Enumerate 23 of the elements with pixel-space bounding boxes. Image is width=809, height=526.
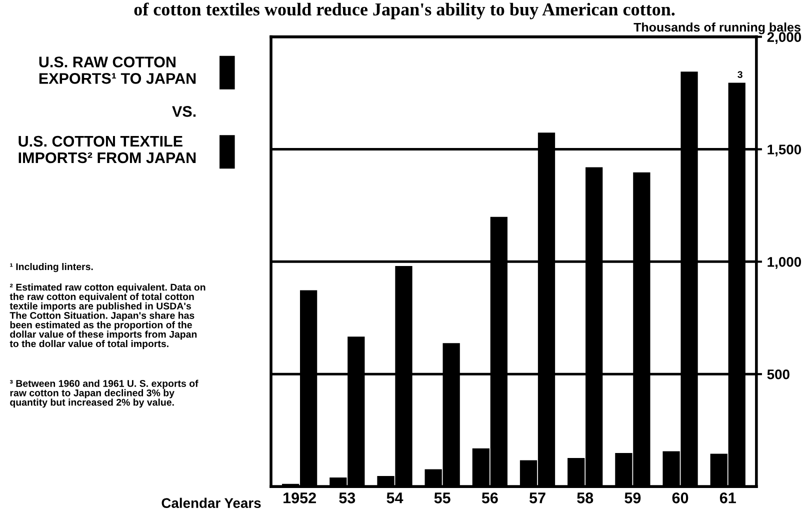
text: ¹ Including linters. xyxy=(10,263,93,272)
text: ³ Between 1960 and 1961 U. S. exports of raw cotton to Japan declined 3% by quantity but increased 2% by value. xyxy=(10,380,198,408)
y-tick-label: 2,000 xyxy=(767,32,802,44)
x-tick-label: 57 xyxy=(529,492,546,504)
x-tick-label: 60 xyxy=(672,492,688,504)
text: ² Estimated raw cotton equivalent. Data on the raw cotton equivalent of total cotton textile imports are published in USDA's The Cotton Situation. Japan's share has been estimated as the proportion of the dollar value of these imports from Japan to the dollar value of total imports. xyxy=(10,284,206,350)
x-axis-title: Calendar Years xyxy=(162,498,261,508)
x-tick-label: 53 xyxy=(339,492,356,504)
legend-label: U.S. RAW COTTON EXPORTS¹ TO JAPAN xyxy=(39,56,196,84)
legend-label: U.S. COTTON TEXTILE IMPORTS² FROM JAPAN xyxy=(18,136,196,164)
x-tick-label: 54 xyxy=(386,492,404,504)
text: VS. xyxy=(172,106,196,117)
annotation: 3 xyxy=(738,71,742,78)
x-tick-label: 1952 xyxy=(284,492,316,504)
x-tick-label: 55 xyxy=(434,492,450,504)
y-tick-label: 500 xyxy=(767,369,790,380)
x-tick-label: 56 xyxy=(482,492,498,504)
x-tick-label: 59 xyxy=(624,492,641,504)
x-tick-label: 58 xyxy=(577,492,594,504)
x-tick-label: 61 xyxy=(720,492,736,504)
y-tick-label: 1,500 xyxy=(768,144,802,156)
y-tick-label: 1,000 xyxy=(768,257,802,269)
chart-title: of cotton textiles would reduce Japan's ability to buy American cotton. xyxy=(134,2,675,20)
